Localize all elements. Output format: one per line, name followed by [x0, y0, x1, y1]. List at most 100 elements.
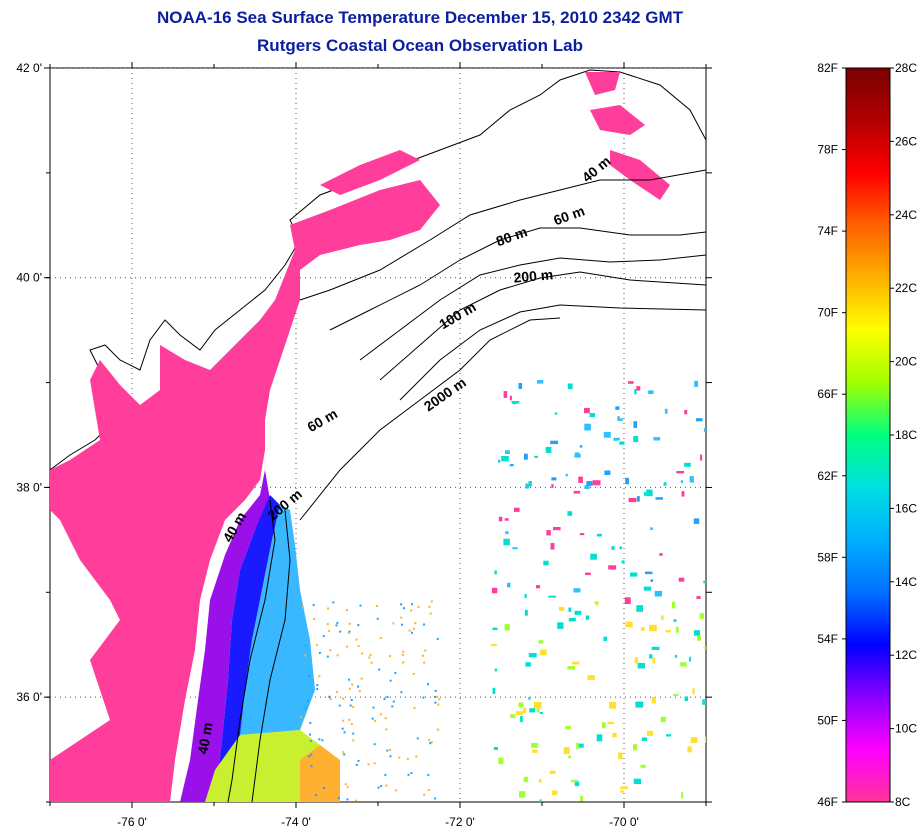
- sst-patch: [416, 737, 419, 740]
- sst-patch: [316, 688, 319, 690]
- sst-patch: [406, 757, 409, 760]
- sst-patch: [565, 473, 568, 477]
- sst-patch: [344, 783, 347, 786]
- sst-patch: [376, 617, 379, 620]
- sst-patch: [411, 631, 414, 634]
- sst-patch: [650, 579, 653, 582]
- sst-patch: [421, 654, 424, 657]
- sst-patch: [633, 744, 638, 751]
- colorbar-c-label: 18C: [895, 428, 917, 442]
- sst-patch: [309, 733, 311, 736]
- sst-patch: [700, 454, 703, 461]
- sst-patch: [584, 407, 590, 414]
- sst-patch: [300, 716, 303, 719]
- sst-patch: [509, 395, 512, 401]
- sst-patch: [673, 693, 679, 696]
- sst-patch: [368, 656, 371, 659]
- sst-patch: [326, 655, 329, 658]
- sst-patch: [408, 629, 411, 632]
- sst-patch: [545, 446, 552, 453]
- sst-patch: [337, 797, 340, 800]
- sst-patch: [551, 790, 558, 796]
- sst-patch: [664, 408, 668, 414]
- colorbar-c-label: 14C: [895, 575, 917, 589]
- sst-patch: [557, 622, 564, 629]
- sst-patch: [302, 606, 304, 608]
- sst-patch: [570, 779, 578, 782]
- sst-patch: [584, 485, 590, 489]
- sst-patch: [687, 746, 692, 753]
- sst-patch: [624, 597, 631, 604]
- sst-patch: [413, 706, 416, 709]
- sst-patch: [357, 624, 360, 627]
- sst-patch: [595, 601, 599, 606]
- sst-patch: [328, 629, 331, 632]
- sst-patch: [644, 492, 646, 496]
- sst-patch: [514, 507, 520, 512]
- sst-patch: [315, 793, 318, 796]
- cold-water-shelf: [50, 180, 440, 802]
- sst-patch: [309, 739, 312, 742]
- isobath-100m: [379, 271, 706, 381]
- sst-patch: [336, 690, 339, 693]
- colorbar-f-label: 82F: [817, 61, 838, 75]
- sst-patch: [536, 585, 541, 589]
- sst-patch: [625, 621, 633, 628]
- sst-patch: [501, 456, 509, 462]
- sst-patch: [374, 719, 377, 722]
- sst-patch: [515, 711, 523, 715]
- sst-patch: [394, 671, 397, 674]
- sst-patch: [613, 438, 618, 441]
- sst-patch: [389, 748, 392, 751]
- sst-patch: [518, 702, 524, 708]
- sst-patch: [672, 601, 676, 609]
- sst-patch: [300, 766, 303, 769]
- sst-patch: [313, 618, 316, 621]
- sst-patch: [518, 383, 523, 389]
- sst-patch: [680, 662, 687, 667]
- isobath-shelf-south: [227, 499, 276, 802]
- sst-patch: [551, 477, 557, 481]
- sst-patch: [609, 701, 617, 709]
- sst-patch: [539, 712, 543, 714]
- sst-patch: [327, 607, 330, 610]
- sst-patch: [607, 721, 615, 725]
- sst-patch: [348, 718, 351, 721]
- sst-patch: [332, 757, 335, 760]
- colorbar-f-label: 58F: [817, 550, 838, 564]
- sst-patch: [348, 630, 351, 633]
- sst-patch: [659, 553, 663, 556]
- sst-patch: [424, 649, 427, 652]
- sst-patch: [308, 755, 311, 758]
- sst-patch: [415, 755, 418, 758]
- sst-patch: [346, 798, 349, 801]
- sst-patch: [649, 654, 653, 659]
- sst-patch: [603, 432, 611, 438]
- sst-patch: [586, 481, 593, 486]
- sst-patch: [601, 722, 606, 729]
- sst-patch: [394, 789, 397, 792]
- colorbar-f-label: 50F: [817, 713, 838, 727]
- sst-patch: [587, 675, 595, 680]
- sst-patch: [401, 653, 404, 656]
- sst-patch: [528, 696, 531, 700]
- sst-patch: [537, 708, 540, 713]
- sst-patch: [620, 786, 628, 790]
- cold-water-cape-cod: [585, 72, 670, 200]
- colorbar-fahrenheit-labels: 82F 78F 74F 70F 66F 62F 58F 54F 50F 46F: [817, 61, 846, 809]
- sst-patch: [407, 773, 410, 776]
- sst-patch: [352, 732, 355, 735]
- sst-patch: [567, 511, 573, 516]
- sst-patch: [585, 572, 591, 576]
- sst-patch: [389, 679, 392, 682]
- sst-patch: [386, 696, 389, 698]
- sst-patch: [494, 570, 497, 575]
- sst-patch: [651, 646, 660, 650]
- sst-patch: [329, 649, 332, 652]
- sst-patch: [573, 490, 581, 494]
- sst-patch: [673, 619, 677, 622]
- sst-patch: [342, 751, 345, 754]
- sst-patch: [628, 497, 637, 503]
- sst-patch: [377, 786, 380, 789]
- sst-patch: [494, 668, 498, 672]
